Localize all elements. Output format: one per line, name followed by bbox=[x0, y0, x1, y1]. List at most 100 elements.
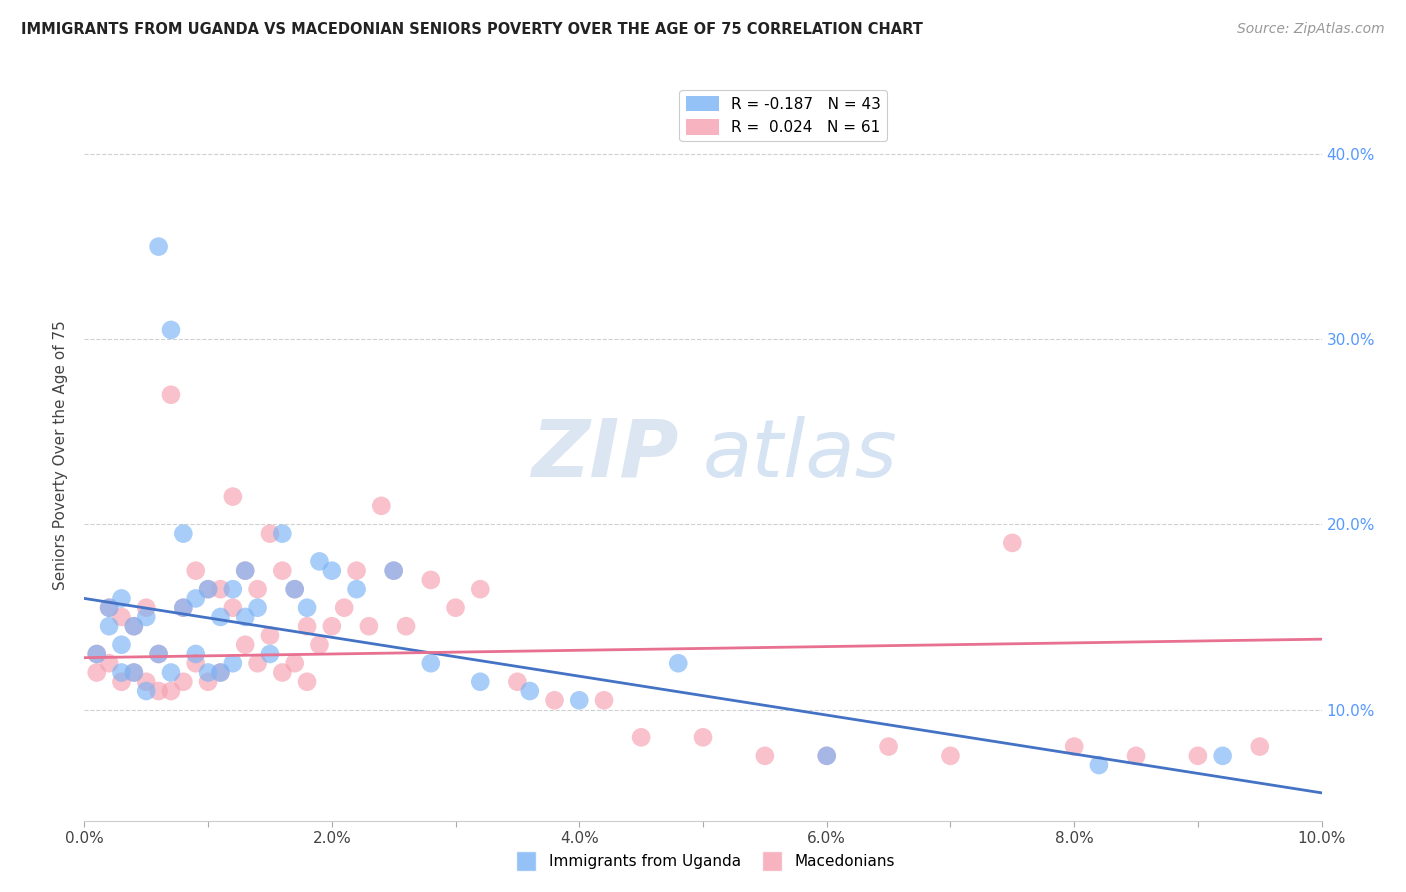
Point bbox=[519, 684, 541, 698]
Point bbox=[197, 582, 219, 597]
Text: ZIP: ZIP bbox=[531, 416, 678, 494]
Point bbox=[382, 564, 405, 578]
Point bbox=[593, 693, 616, 707]
Point bbox=[333, 600, 356, 615]
Point bbox=[284, 582, 307, 597]
Point bbox=[295, 619, 318, 633]
Y-axis label: Seniors Poverty Over the Age of 75: Seniors Poverty Over the Age of 75 bbox=[53, 320, 69, 590]
Point bbox=[110, 674, 132, 689]
Point bbox=[197, 665, 219, 680]
Point bbox=[110, 591, 132, 606]
Point bbox=[666, 657, 689, 671]
Point bbox=[148, 684, 170, 698]
Point bbox=[86, 647, 108, 661]
Point bbox=[877, 739, 900, 754]
Point bbox=[160, 323, 183, 337]
Point bbox=[630, 731, 652, 745]
Point bbox=[148, 647, 170, 661]
Point bbox=[382, 564, 405, 578]
Point bbox=[321, 564, 343, 578]
Point bbox=[184, 591, 207, 606]
Point bbox=[160, 388, 183, 402]
Point bbox=[308, 554, 330, 568]
Point bbox=[110, 610, 132, 624]
Point bbox=[1125, 748, 1147, 763]
Point bbox=[209, 582, 232, 597]
Point bbox=[419, 573, 441, 587]
Point bbox=[233, 564, 256, 578]
Point bbox=[184, 564, 207, 578]
Point bbox=[692, 731, 714, 745]
Point bbox=[122, 665, 145, 680]
Point bbox=[160, 665, 183, 680]
Point bbox=[271, 665, 294, 680]
Point bbox=[98, 600, 121, 615]
Point bbox=[122, 619, 145, 633]
Point bbox=[184, 657, 207, 671]
Point bbox=[543, 693, 565, 707]
Text: IMMIGRANTS FROM UGANDA VS MACEDONIAN SENIORS POVERTY OVER THE AGE OF 75 CORRELAT: IMMIGRANTS FROM UGANDA VS MACEDONIAN SEN… bbox=[21, 22, 922, 37]
Point bbox=[148, 647, 170, 661]
Point bbox=[939, 748, 962, 763]
Point bbox=[148, 239, 170, 253]
Point bbox=[222, 600, 245, 615]
Point bbox=[222, 582, 245, 597]
Point bbox=[295, 674, 318, 689]
Point bbox=[321, 619, 343, 633]
Point bbox=[284, 657, 307, 671]
Point bbox=[1063, 739, 1085, 754]
Point bbox=[1212, 748, 1234, 763]
Point bbox=[1249, 739, 1271, 754]
Point bbox=[135, 600, 157, 615]
Point bbox=[222, 657, 245, 671]
Point bbox=[259, 647, 281, 661]
Point bbox=[346, 582, 368, 597]
Point bbox=[395, 619, 418, 633]
Point bbox=[233, 564, 256, 578]
Point bbox=[295, 600, 318, 615]
Point bbox=[1001, 536, 1024, 550]
Point bbox=[184, 647, 207, 661]
Point bbox=[271, 564, 294, 578]
Point bbox=[470, 582, 492, 597]
Point bbox=[568, 693, 591, 707]
Point bbox=[172, 600, 194, 615]
Point bbox=[98, 657, 121, 671]
Point bbox=[308, 638, 330, 652]
Point bbox=[259, 628, 281, 642]
Point bbox=[815, 748, 838, 763]
Point bbox=[357, 619, 380, 633]
Point bbox=[209, 665, 232, 680]
Point bbox=[271, 526, 294, 541]
Point bbox=[197, 582, 219, 597]
Point bbox=[135, 684, 157, 698]
Point bbox=[259, 526, 281, 541]
Point bbox=[370, 499, 392, 513]
Point bbox=[1187, 748, 1209, 763]
Point bbox=[122, 665, 145, 680]
Point bbox=[444, 600, 467, 615]
Point bbox=[135, 674, 157, 689]
Legend: Immigrants from Uganda, Macedonians: Immigrants from Uganda, Macedonians bbox=[505, 848, 901, 875]
Point bbox=[135, 610, 157, 624]
Point bbox=[284, 582, 307, 597]
Point bbox=[470, 674, 492, 689]
Point bbox=[197, 674, 219, 689]
Point bbox=[172, 526, 194, 541]
Point bbox=[246, 600, 269, 615]
Point bbox=[222, 490, 245, 504]
Point bbox=[419, 657, 441, 671]
Point bbox=[110, 638, 132, 652]
Point bbox=[209, 610, 232, 624]
Point bbox=[246, 657, 269, 671]
Point bbox=[98, 619, 121, 633]
Text: Source: ZipAtlas.com: Source: ZipAtlas.com bbox=[1237, 22, 1385, 37]
Point bbox=[86, 665, 108, 680]
Point bbox=[1088, 758, 1111, 772]
Point bbox=[233, 638, 256, 652]
Point bbox=[86, 647, 108, 661]
Point bbox=[110, 665, 132, 680]
Point bbox=[754, 748, 776, 763]
Point bbox=[815, 748, 838, 763]
Point bbox=[98, 600, 121, 615]
